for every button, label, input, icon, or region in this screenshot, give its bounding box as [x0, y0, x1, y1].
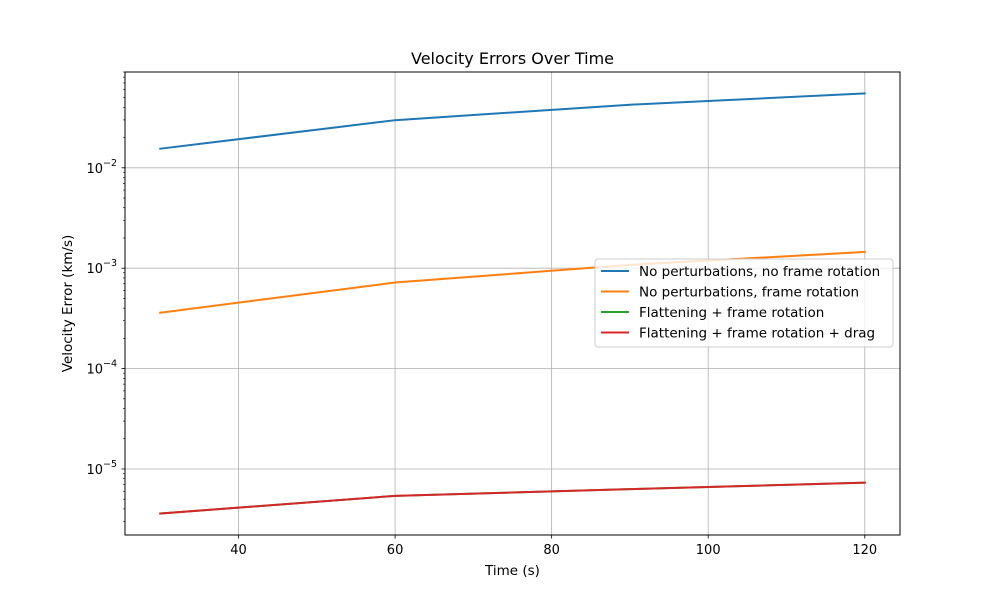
chart-title: Velocity Errors Over Time	[411, 49, 614, 68]
x-tick-label: 40	[230, 543, 247, 558]
legend: No perturbations, no frame rotation No pe…	[594, 258, 894, 348]
legend-box	[594, 258, 894, 348]
y-tick-label: 10−4	[86, 359, 117, 378]
legend-label: Flattening + frame rotation	[639, 305, 824, 321]
axis-ticks: 40 60 80 100 120 10−5 10−4 10−3 10−2	[86, 71, 877, 558]
legend-label: Flattening + frame rotation + drag	[639, 326, 875, 342]
y-axis-label: Velocity Error (km/s)	[60, 235, 76, 373]
grid	[125, 72, 900, 535]
x-tick-label: 60	[387, 543, 404, 558]
y-tick-label: 10−5	[86, 459, 117, 478]
series-lines	[159, 92, 866, 515]
legend-label: No perturbations, frame rotation	[639, 285, 859, 301]
x-axis-label: Time (s)	[484, 563, 540, 579]
legend-label: No perturbations, no frame rotation	[639, 264, 880, 280]
x-tick-label: 80	[543, 543, 560, 558]
x-tick-label: 100	[696, 543, 721, 558]
x-tick-label: 120	[852, 543, 877, 558]
plot-frame	[124, 71, 901, 536]
series-line	[159, 250, 866, 314]
y-tick-label: 10−3	[86, 258, 117, 277]
y-tick-label: 10−2	[86, 158, 117, 177]
series-line	[159, 92, 866, 150]
series-line	[159, 481, 866, 515]
